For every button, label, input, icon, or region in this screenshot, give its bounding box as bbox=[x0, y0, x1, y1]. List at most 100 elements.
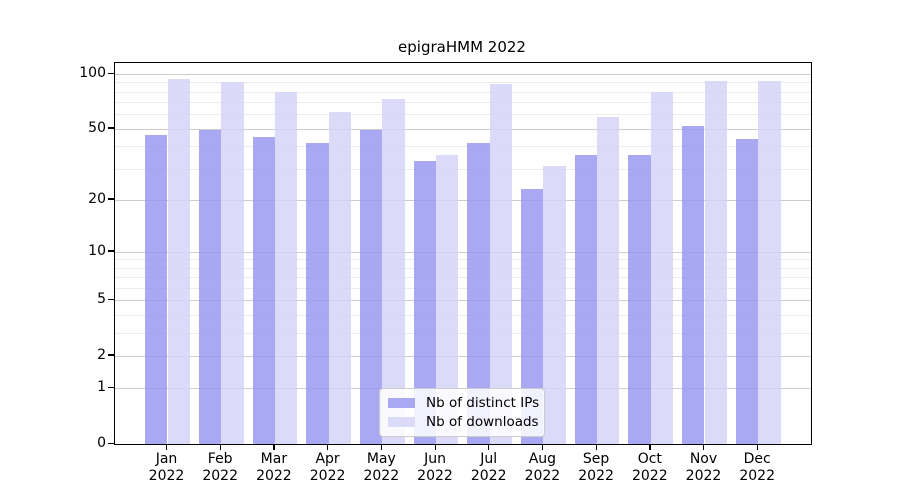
gridline-major-50 bbox=[115, 128, 811, 130]
bar-downloads-jun-2022 bbox=[436, 154, 459, 444]
x-tick-label-apr-2022: Apr 2022 bbox=[296, 451, 360, 484]
y-tick-mark-2 bbox=[108, 354, 115, 356]
x-tick-month: Jun bbox=[424, 451, 446, 467]
x-tick-month: Jul bbox=[480, 451, 498, 467]
gridline-major-5 bbox=[115, 300, 811, 302]
gridline-minor-90 bbox=[115, 82, 811, 84]
x-tick-label-nov-2022: Nov 2022 bbox=[672, 451, 736, 484]
gridline-minor-8 bbox=[115, 267, 811, 269]
x-tick-label-jun-2022: Jun 2022 bbox=[403, 451, 467, 484]
bar-downloads-sep-2022 bbox=[597, 117, 620, 444]
x-tick-mark-dec-2022 bbox=[756, 444, 758, 450]
gridline-minor-60 bbox=[115, 114, 811, 116]
x-tick-mark-nov-2022 bbox=[703, 444, 705, 450]
bar-distinct-ips-apr-2022 bbox=[306, 142, 329, 444]
gridline-major-10 bbox=[115, 251, 811, 253]
x-tick-mark-jan-2022 bbox=[166, 444, 168, 450]
x-tick-label-jan-2022: Jan 2022 bbox=[135, 451, 199, 484]
x-tick-month: Apr bbox=[315, 451, 340, 467]
x-tick-year: 2022 bbox=[470, 467, 507, 484]
x-tick-year: 2022 bbox=[148, 467, 185, 484]
plot-area bbox=[114, 62, 812, 445]
y-tick-label-2: 2 bbox=[97, 346, 106, 363]
x-tick-year: 2022 bbox=[685, 467, 722, 484]
bar-downloads-jan-2022 bbox=[167, 78, 190, 444]
x-tick-year: 2022 bbox=[256, 467, 292, 484]
y-tick-label-20: 20 bbox=[88, 190, 106, 207]
y-tick-mark-1 bbox=[108, 386, 115, 389]
y-tick-mark-0 bbox=[108, 442, 115, 444]
y-tick-label-100: 100 bbox=[79, 65, 106, 81]
x-tick-mark-jul-2022 bbox=[488, 444, 490, 450]
x-tick-year: 2022 bbox=[417, 467, 453, 484]
x-tick-month: Nov bbox=[689, 451, 718, 467]
legend-row-downloads: Nb of downloads bbox=[388, 413, 539, 432]
gridline-minor-40 bbox=[115, 146, 811, 148]
x-tick-mark-may-2022 bbox=[380, 444, 383, 450]
x-tick-month: Sep bbox=[582, 451, 610, 467]
x-tick-month: Dec bbox=[743, 451, 771, 467]
x-tick-label-feb-2022: Feb 2022 bbox=[188, 451, 252, 484]
legend-row-distinct-ips: Nb of distinct IPs bbox=[388, 394, 540, 413]
gridline-minor-3 bbox=[115, 332, 811, 334]
x-tick-month: Oct bbox=[637, 451, 662, 467]
legend-label-distinct-ips: Nb of distinct IPs bbox=[426, 395, 540, 412]
x-tick-mark-sep-2022 bbox=[595, 444, 597, 450]
bar-downloads-aug-2022 bbox=[543, 166, 566, 444]
bar-distinct-ips-jan-2022 bbox=[145, 135, 168, 444]
y-tick-label-10: 10 bbox=[88, 242, 106, 259]
legend-swatch-distinct-ips-icon bbox=[388, 398, 415, 409]
bar-downloads-may-2022 bbox=[382, 98, 405, 444]
x-tick-mark-jun-2022 bbox=[434, 444, 436, 450]
x-tick-mark-aug-2022 bbox=[541, 444, 544, 450]
x-tick-label-may-2022: May 2022 bbox=[349, 451, 413, 484]
x-tick-year: 2022 bbox=[309, 467, 346, 484]
y-tick-label-5: 5 bbox=[97, 291, 106, 308]
bar-downloads-nov-2022 bbox=[704, 80, 727, 444]
x-tick-year: 2022 bbox=[739, 467, 775, 484]
x-tick-label-jul-2022: Jul 2022 bbox=[457, 451, 521, 484]
chart-title: epigraHMM 2022 bbox=[398, 38, 526, 56]
bar-distinct-ips-oct-2022 bbox=[628, 154, 651, 444]
x-tick-label-mar-2022: Mar 2022 bbox=[242, 451, 306, 484]
gridline-minor-9 bbox=[115, 259, 811, 261]
bar-distinct-ips-dec-2022 bbox=[735, 138, 759, 444]
bar-distinct-ips-nov-2022 bbox=[682, 125, 705, 444]
x-tick-year: 2022 bbox=[202, 467, 238, 484]
bar-downloads-jul-2022 bbox=[489, 84, 513, 444]
bar-distinct-ips-aug-2022 bbox=[521, 189, 544, 444]
y-tick-label-0: 0 bbox=[97, 435, 106, 451]
x-tick-month: May bbox=[366, 451, 396, 467]
x-tick-month: Jan bbox=[155, 451, 178, 467]
x-tick-mark-apr-2022 bbox=[327, 444, 329, 450]
legend-swatch-downloads-icon bbox=[388, 416, 415, 427]
x-tick-month: Mar bbox=[260, 451, 288, 467]
x-tick-year: 2022 bbox=[524, 467, 561, 484]
gridline-minor-70 bbox=[115, 102, 811, 104]
x-tick-mark-feb-2022 bbox=[219, 444, 221, 450]
gridline-major-2 bbox=[115, 355, 811, 357]
bar-downloads-oct-2022 bbox=[650, 91, 674, 444]
x-tick-year: 2022 bbox=[578, 467, 614, 484]
bar-downloads-apr-2022 bbox=[328, 111, 351, 444]
bar-distinct-ips-jul-2022 bbox=[467, 142, 490, 444]
x-tick-year: 2022 bbox=[363, 467, 400, 484]
gridline-minor-6 bbox=[115, 287, 811, 289]
gridline-major-20 bbox=[115, 199, 811, 201]
y-tick-mark-10 bbox=[108, 250, 115, 252]
gridline-major-100 bbox=[115, 74, 811, 75]
bar-distinct-ips-jun-2022 bbox=[413, 161, 436, 444]
x-tick-label-aug-2022: Aug 2022 bbox=[510, 451, 574, 484]
x-tick-year: 2022 bbox=[631, 467, 668, 484]
x-tick-label-oct-2022: Oct 2022 bbox=[618, 451, 682, 484]
y-tick-label-50: 50 bbox=[88, 119, 106, 136]
bar-downloads-feb-2022 bbox=[221, 81, 244, 444]
bar-distinct-ips-sep-2022 bbox=[574, 154, 598, 444]
x-tick-month: Feb bbox=[207, 451, 233, 467]
y-tick-mark-5 bbox=[108, 298, 115, 301]
gridline-minor-4 bbox=[115, 314, 811, 316]
x-tick-month: Aug bbox=[528, 451, 557, 467]
legend-label-downloads: Nb of downloads bbox=[426, 413, 539, 430]
x-tick-mark-oct-2022 bbox=[649, 444, 651, 450]
